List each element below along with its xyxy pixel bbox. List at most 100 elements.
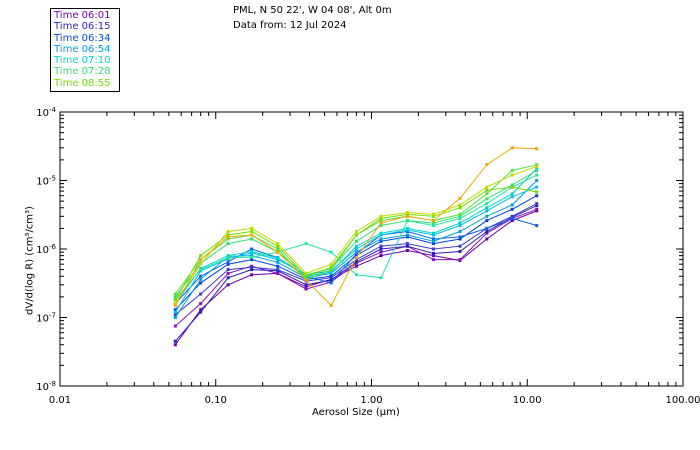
data-point bbox=[199, 268, 203, 272]
data-point bbox=[485, 188, 489, 192]
data-point bbox=[354, 273, 358, 277]
data-point bbox=[329, 276, 333, 280]
data-point bbox=[226, 262, 230, 266]
data-point bbox=[250, 249, 254, 253]
legend-item: Time 07:28 bbox=[54, 66, 111, 78]
data-point bbox=[173, 292, 177, 296]
data-point bbox=[458, 237, 462, 241]
data-point bbox=[276, 256, 280, 260]
data-point bbox=[535, 147, 539, 151]
data-point bbox=[510, 168, 514, 172]
data-point bbox=[485, 219, 489, 223]
data-point bbox=[458, 212, 462, 216]
data-point bbox=[199, 254, 203, 258]
data-point bbox=[458, 249, 462, 253]
data-point bbox=[329, 274, 333, 278]
data-point bbox=[250, 233, 254, 237]
data-point bbox=[535, 165, 539, 169]
data-point bbox=[226, 276, 230, 280]
data-point bbox=[431, 239, 435, 243]
data-point bbox=[535, 163, 539, 167]
data-point bbox=[379, 224, 383, 228]
data-point bbox=[405, 219, 409, 223]
data-point bbox=[329, 250, 333, 254]
data-point bbox=[485, 163, 489, 167]
data-point bbox=[379, 247, 383, 251]
data-point bbox=[431, 231, 435, 235]
data-point bbox=[405, 235, 409, 239]
x-tick-label: 10.00 bbox=[513, 395, 542, 406]
data-point bbox=[485, 231, 489, 235]
data-point bbox=[304, 285, 308, 289]
data-point bbox=[458, 258, 462, 262]
data-point bbox=[276, 258, 280, 262]
data-point bbox=[276, 244, 280, 248]
data-point bbox=[199, 308, 203, 312]
legend-item: Time 06:54 bbox=[54, 43, 111, 55]
data-point bbox=[329, 262, 333, 266]
data-point bbox=[379, 233, 383, 237]
data-point bbox=[354, 230, 358, 234]
x-tick-label: 0.01 bbox=[49, 395, 71, 406]
data-point bbox=[226, 230, 230, 234]
data-point bbox=[276, 264, 280, 268]
data-point bbox=[250, 237, 254, 241]
data-point bbox=[379, 254, 383, 258]
data-point bbox=[329, 278, 333, 282]
data-point bbox=[431, 221, 435, 225]
data-point bbox=[250, 258, 254, 262]
data-point bbox=[431, 212, 435, 216]
data-point bbox=[199, 292, 203, 296]
data-point bbox=[329, 268, 333, 272]
data-point bbox=[535, 179, 539, 182]
data-point bbox=[379, 221, 383, 225]
data-point bbox=[510, 214, 514, 218]
x-tick-label: 1.00 bbox=[360, 395, 382, 406]
data-point bbox=[250, 268, 254, 272]
location-header: PML, N 50 22', W 04 08', Alt 0m bbox=[233, 5, 392, 16]
data-point bbox=[173, 343, 177, 347]
data-point bbox=[458, 235, 462, 239]
data-point bbox=[458, 224, 462, 228]
data-point bbox=[535, 207, 539, 211]
data-point bbox=[173, 302, 177, 306]
data-point bbox=[199, 262, 203, 266]
data-point bbox=[354, 252, 358, 256]
data-point bbox=[226, 256, 230, 260]
data-point bbox=[199, 302, 203, 306]
data-point bbox=[173, 324, 177, 328]
plot-frame bbox=[59, 111, 684, 387]
data-point bbox=[276, 247, 280, 251]
data-point bbox=[329, 281, 333, 285]
data-point bbox=[431, 242, 435, 246]
data-point bbox=[276, 271, 280, 275]
data-point bbox=[173, 298, 177, 302]
data-point bbox=[405, 228, 409, 232]
data-point bbox=[405, 249, 409, 253]
y-axis-title: dV/d(log R) (cm³/cm³) bbox=[24, 206, 36, 315]
data-point bbox=[379, 216, 383, 220]
data-point bbox=[458, 203, 462, 207]
data-point bbox=[304, 283, 308, 287]
data-point bbox=[510, 192, 514, 196]
data-point bbox=[458, 216, 462, 220]
data-point bbox=[405, 226, 409, 230]
data-point bbox=[431, 219, 435, 223]
data-point bbox=[250, 265, 254, 269]
data-point bbox=[535, 209, 539, 213]
data-point bbox=[250, 255, 254, 259]
data-point bbox=[431, 233, 435, 237]
data-point bbox=[379, 250, 383, 254]
y-tick-label: 10-7 bbox=[36, 312, 56, 325]
data-point bbox=[329, 303, 333, 307]
data-point bbox=[431, 258, 435, 262]
data-point bbox=[458, 196, 462, 200]
data-point bbox=[510, 183, 514, 187]
legend-item: Time 07:10 bbox=[54, 55, 111, 67]
data-point bbox=[304, 276, 308, 280]
data-point bbox=[431, 237, 435, 241]
data-point bbox=[354, 250, 358, 254]
y-tick-label: 10-4 bbox=[36, 106, 56, 119]
data-point bbox=[226, 268, 230, 272]
data-point bbox=[405, 211, 409, 215]
